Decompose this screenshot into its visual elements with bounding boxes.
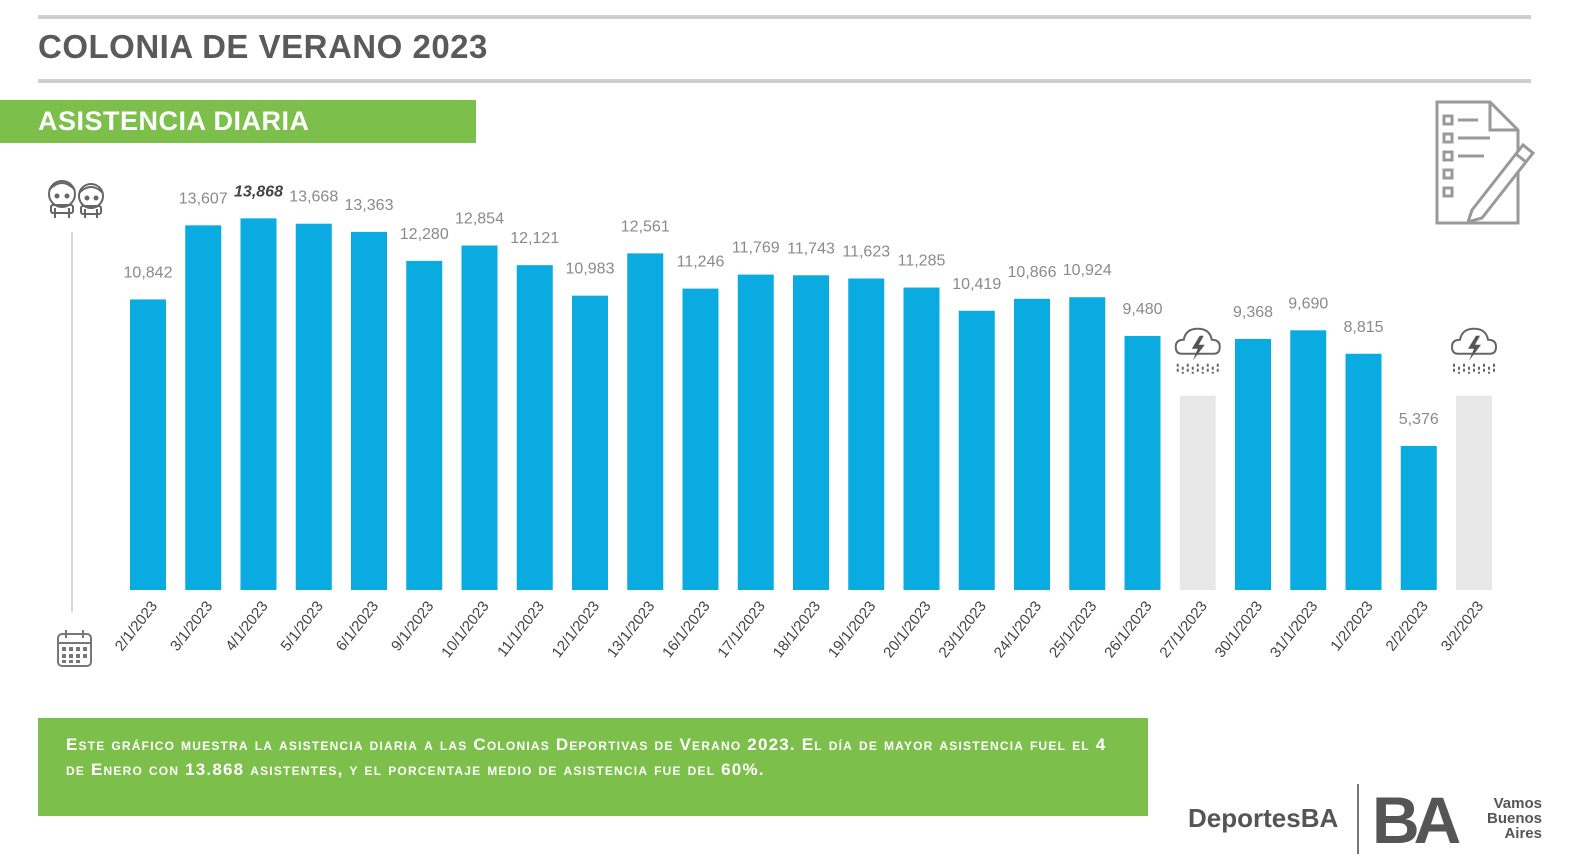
x-tick-label: 10/1/2023 (438, 598, 492, 661)
bar-value-label: 12,854 (455, 211, 504, 228)
x-tick-label: 18/1/2023 (770, 598, 824, 661)
bar-value-label: 9,690 (1288, 295, 1328, 312)
x-tick-label: 2/1/2023 (112, 598, 161, 654)
attendance-bar-chart: 10,842 2/1/2023 13,607 3/1/2023 13,868 4/1/20… (48, 100, 1536, 667)
bar-value-label: 9,368 (1233, 304, 1273, 321)
bar-value-label: 13,668 (289, 189, 338, 206)
brand-divider (1357, 784, 1359, 854)
x-tick-label: 16/1/2023 (659, 598, 713, 661)
x-tick-label: 23/1/2023 (935, 598, 989, 661)
top-rule (38, 15, 1531, 19)
bar-value-label: 10,866 (1008, 264, 1057, 281)
x-tick-label: 9/1/2023 (388, 598, 437, 654)
x-tick-label: 12/1/2023 (549, 598, 603, 661)
x-tick-label: 26/1/2023 (1101, 598, 1155, 661)
bar-rain-day (1179, 395, 1216, 590)
x-tick-label: 24/1/2023 (991, 598, 1045, 661)
x-tick-label: 3/2/2023 (1438, 598, 1487, 654)
bar (351, 231, 387, 591)
bar (295, 223, 332, 590)
checklist-pencil-icon (1435, 100, 1536, 225)
ba-logo-icon: BA (1372, 788, 1464, 848)
bar-value-label: 10,842 (124, 264, 173, 281)
bar-value-label: 11,743 (787, 240, 835, 257)
bar-value-label: 11,285 (898, 253, 946, 270)
lightning-bolt (1191, 335, 1205, 361)
bar (130, 299, 166, 590)
storm-cloud-icon (1450, 327, 1498, 374)
bars-layer: 10,842 2/1/2023 13,607 3/1/2023 13,868 4/1/20… (112, 183, 1498, 661)
bar-value-label: 11,769 (732, 240, 780, 257)
bar (958, 310, 995, 590)
bar-value-label: 12,121 (510, 230, 559, 247)
x-tick-label: 30/1/2023 (1212, 598, 1266, 661)
x-tick-label: 6/1/2023 (333, 598, 382, 654)
bar-rain-day (1456, 395, 1492, 590)
slogan-line: Aires (1504, 825, 1542, 842)
x-tick-label: 27/1/2023 (1156, 598, 1210, 661)
bar-value-label: 13,607 (179, 190, 228, 207)
bar (240, 218, 277, 591)
bar-value-label: 10,924 (1063, 262, 1112, 279)
vamos-buenos-aires-slogan: Vamos Buenos Aires (1462, 796, 1542, 841)
title-underline (38, 79, 1531, 83)
x-tick-label: 13/1/2023 (604, 598, 658, 661)
bar (1124, 335, 1161, 590)
bar (848, 278, 885, 590)
bar (1400, 445, 1437, 590)
bar (572, 295, 608, 590)
x-tick-label: 31/1/2023 (1267, 598, 1321, 661)
bar (627, 253, 664, 590)
bar-value-label: 13,868 (234, 183, 283, 200)
bar-value-label: 5,376 (1399, 411, 1439, 428)
bar (461, 245, 498, 590)
x-tick-label: 4/1/2023 (222, 598, 271, 654)
slogan-line: Buenos (1486, 810, 1542, 827)
bar-value-label: 11,246 (677, 254, 725, 271)
bar (903, 287, 940, 590)
x-tick-label: 1/2/2023 (1327, 598, 1376, 654)
x-tick-label: 25/1/2023 (1046, 598, 1100, 661)
kids-icon (48, 180, 104, 218)
x-tick-label: 11/1/2023 (494, 598, 548, 660)
bar (516, 265, 553, 590)
bar-value-label: 8,815 (1343, 319, 1383, 336)
deportes-ba-logo: DeportesBA (1188, 803, 1339, 833)
x-tick-label: 17/1/2023 (714, 598, 768, 661)
page-title: COLONIA DE VERANO 2023 (38, 28, 488, 65)
section-label: ASISTENCIA DIARIA (38, 106, 310, 136)
svg-text:BA: BA (1372, 788, 1460, 848)
bar-value-label: 11,623 (842, 244, 890, 261)
bar (406, 260, 443, 590)
bar (1014, 298, 1050, 590)
bar-value-label: 12,280 (400, 226, 449, 243)
bar (185, 225, 222, 590)
bar (793, 275, 829, 590)
section-banner: ASISTENCIA DIARIA (0, 100, 476, 143)
bar-value-label: 9,480 (1122, 301, 1162, 318)
bar (737, 274, 774, 590)
storm-cloud-icon (1174, 327, 1221, 374)
bar-value-label: 10,983 (566, 261, 615, 278)
bar-value-label: 10,419 (952, 276, 1001, 293)
footer-note: Este gráfico muestra la asistencia diari… (38, 718, 1148, 816)
bar-value-label: 12,561 (621, 218, 670, 235)
bar-value-label: 13,363 (345, 197, 394, 214)
x-tick-label: 3/1/2023 (167, 598, 216, 654)
x-tick-label: 19/1/2023 (825, 598, 879, 661)
x-tick-label: 5/1/2023 (278, 598, 327, 654)
lightning-bolt (1468, 335, 1481, 361)
bar (1069, 297, 1106, 590)
bar (682, 288, 719, 590)
x-tick-label: 20/1/2023 (880, 598, 934, 661)
bar (1235, 338, 1271, 590)
x-tick-label: 2/2/2023 (1383, 598, 1432, 654)
calendar-icon (57, 630, 92, 667)
slogan-line: Vamos (1493, 795, 1542, 812)
bar (1345, 353, 1382, 590)
bar (1290, 330, 1327, 590)
